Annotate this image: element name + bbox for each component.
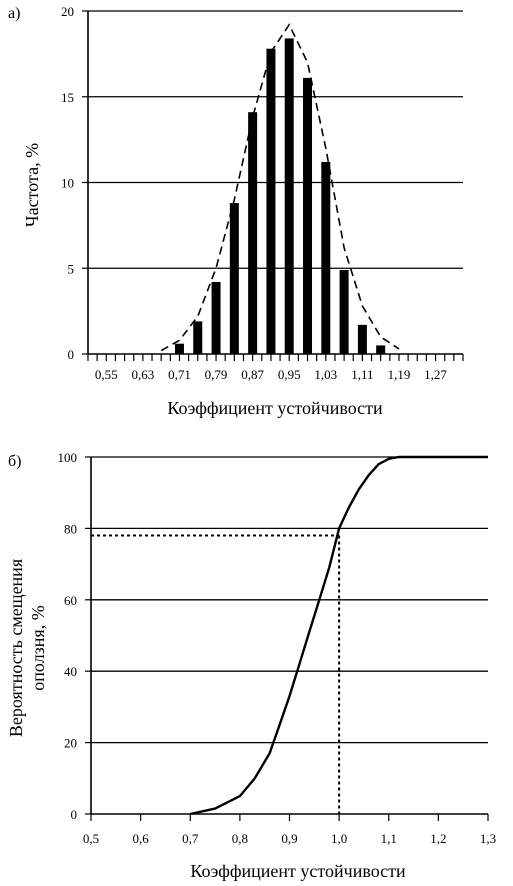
histogram-bar <box>284 38 294 354</box>
histogram-gridlines <box>88 10 463 269</box>
histogram-y-tick-label: 15 <box>61 90 74 105</box>
probability-x-tick-label: 0,8 <box>232 831 248 846</box>
probability-x-tick-label: 0,6 <box>133 831 150 846</box>
histogram-bar <box>376 345 386 354</box>
histogram-bar <box>248 112 258 354</box>
panel-b-label: б) <box>8 453 21 470</box>
histogram-x-tick-label: 1,27 <box>424 367 447 382</box>
histogram-x-axis-title: Коэффициент устойчивости <box>167 398 383 418</box>
probability-x-axis-title: Коэффициент устойчивости <box>190 861 406 881</box>
probability-y-tick-label: 40 <box>64 664 77 679</box>
histogram-y-tick-label: 10 <box>61 176 74 191</box>
panel-a-label: а) <box>8 5 20 22</box>
histogram-y-axis-title: Частота, % <box>22 143 42 227</box>
probability-gridlines <box>91 456 488 744</box>
histogram-bar <box>211 281 221 354</box>
histogram-x-tick-label: 0,79 <box>205 367 228 382</box>
histogram-bars <box>174 38 386 354</box>
histogram-bar <box>229 203 239 354</box>
probability-y-tick-label: 80 <box>64 521 77 536</box>
histogram-x-tick-label: 0,95 <box>278 367 301 382</box>
probability-x-tick-label: 1,1 <box>381 831 397 846</box>
histogram-y-tick-label: 0 <box>68 347 75 362</box>
histogram-bar <box>357 324 367 354</box>
probability-x-tick-label: 0,7 <box>182 831 199 846</box>
probability-y-tick-label: 20 <box>64 736 77 751</box>
histogram-axes <box>82 10 464 361</box>
histogram-x-tick-label: 1,19 <box>388 367 411 382</box>
probability-x-tick-label: 0,5 <box>83 831 99 846</box>
histogram-bar <box>266 48 276 354</box>
probability-chart: б) Вероятность смещения оползня, % Коэфф… <box>6 450 496 881</box>
probability-y-tick-label: 0 <box>71 807 78 822</box>
histogram-bar <box>174 343 184 354</box>
probability-y-axis-title-line1: Вероятность смещения <box>6 559 26 737</box>
histogram-chart: а) Частота, % Коэффициент устойчивости 0… <box>8 4 464 418</box>
histogram-tick-labels: 0 5 10 15 20 0,55 0,63 0,71 0,79 0,87 0,95 1,03 1,11… <box>61 4 447 382</box>
histogram-bar <box>303 77 313 354</box>
probability-y-tick-label: 60 <box>64 593 77 608</box>
histogram-y-tick-label: 5 <box>68 261 75 276</box>
probability-curve-line <box>189 455 488 816</box>
probability-x-tick-label: 1,3 <box>480 831 496 846</box>
probability-y-tick-label: 100 <box>58 450 78 465</box>
histogram-bar <box>321 161 331 354</box>
histogram-x-tick-label: 1,11 <box>351 367 373 382</box>
histogram-bar <box>193 321 203 354</box>
probability-axes <box>85 456 489 821</box>
histogram-fitted-curve <box>160 23 400 352</box>
probability-y-axis-title-line2: оползня, % <box>28 605 48 690</box>
probability-x-tick-label: 1,0 <box>331 831 347 846</box>
histogram-x-tick-label: 0,71 <box>168 367 191 382</box>
probability-x-tick-label: 1,2 <box>430 831 446 846</box>
histogram-y-tick-label: 20 <box>61 4 74 19</box>
histogram-x-tick-label: 0,55 <box>95 367 118 382</box>
histogram-fitted-curve-line <box>160 23 400 352</box>
histogram-x-tick-label: 0,63 <box>132 367 155 382</box>
probability-tick-labels: 0 20 40 60 80 100 0,5 0,6 0,7 0,8 0,9 1,0 1,1 1,2 1,3 <box>58 450 497 846</box>
probability-curve <box>189 455 488 816</box>
histogram-bar <box>339 269 349 354</box>
histogram-x-tick-label: 0,87 <box>241 367 264 382</box>
probability-x-tick-label: 0,9 <box>281 831 297 846</box>
histogram-x-tick-label: 1,03 <box>314 367 337 382</box>
probability-reference-lines <box>91 534 341 814</box>
